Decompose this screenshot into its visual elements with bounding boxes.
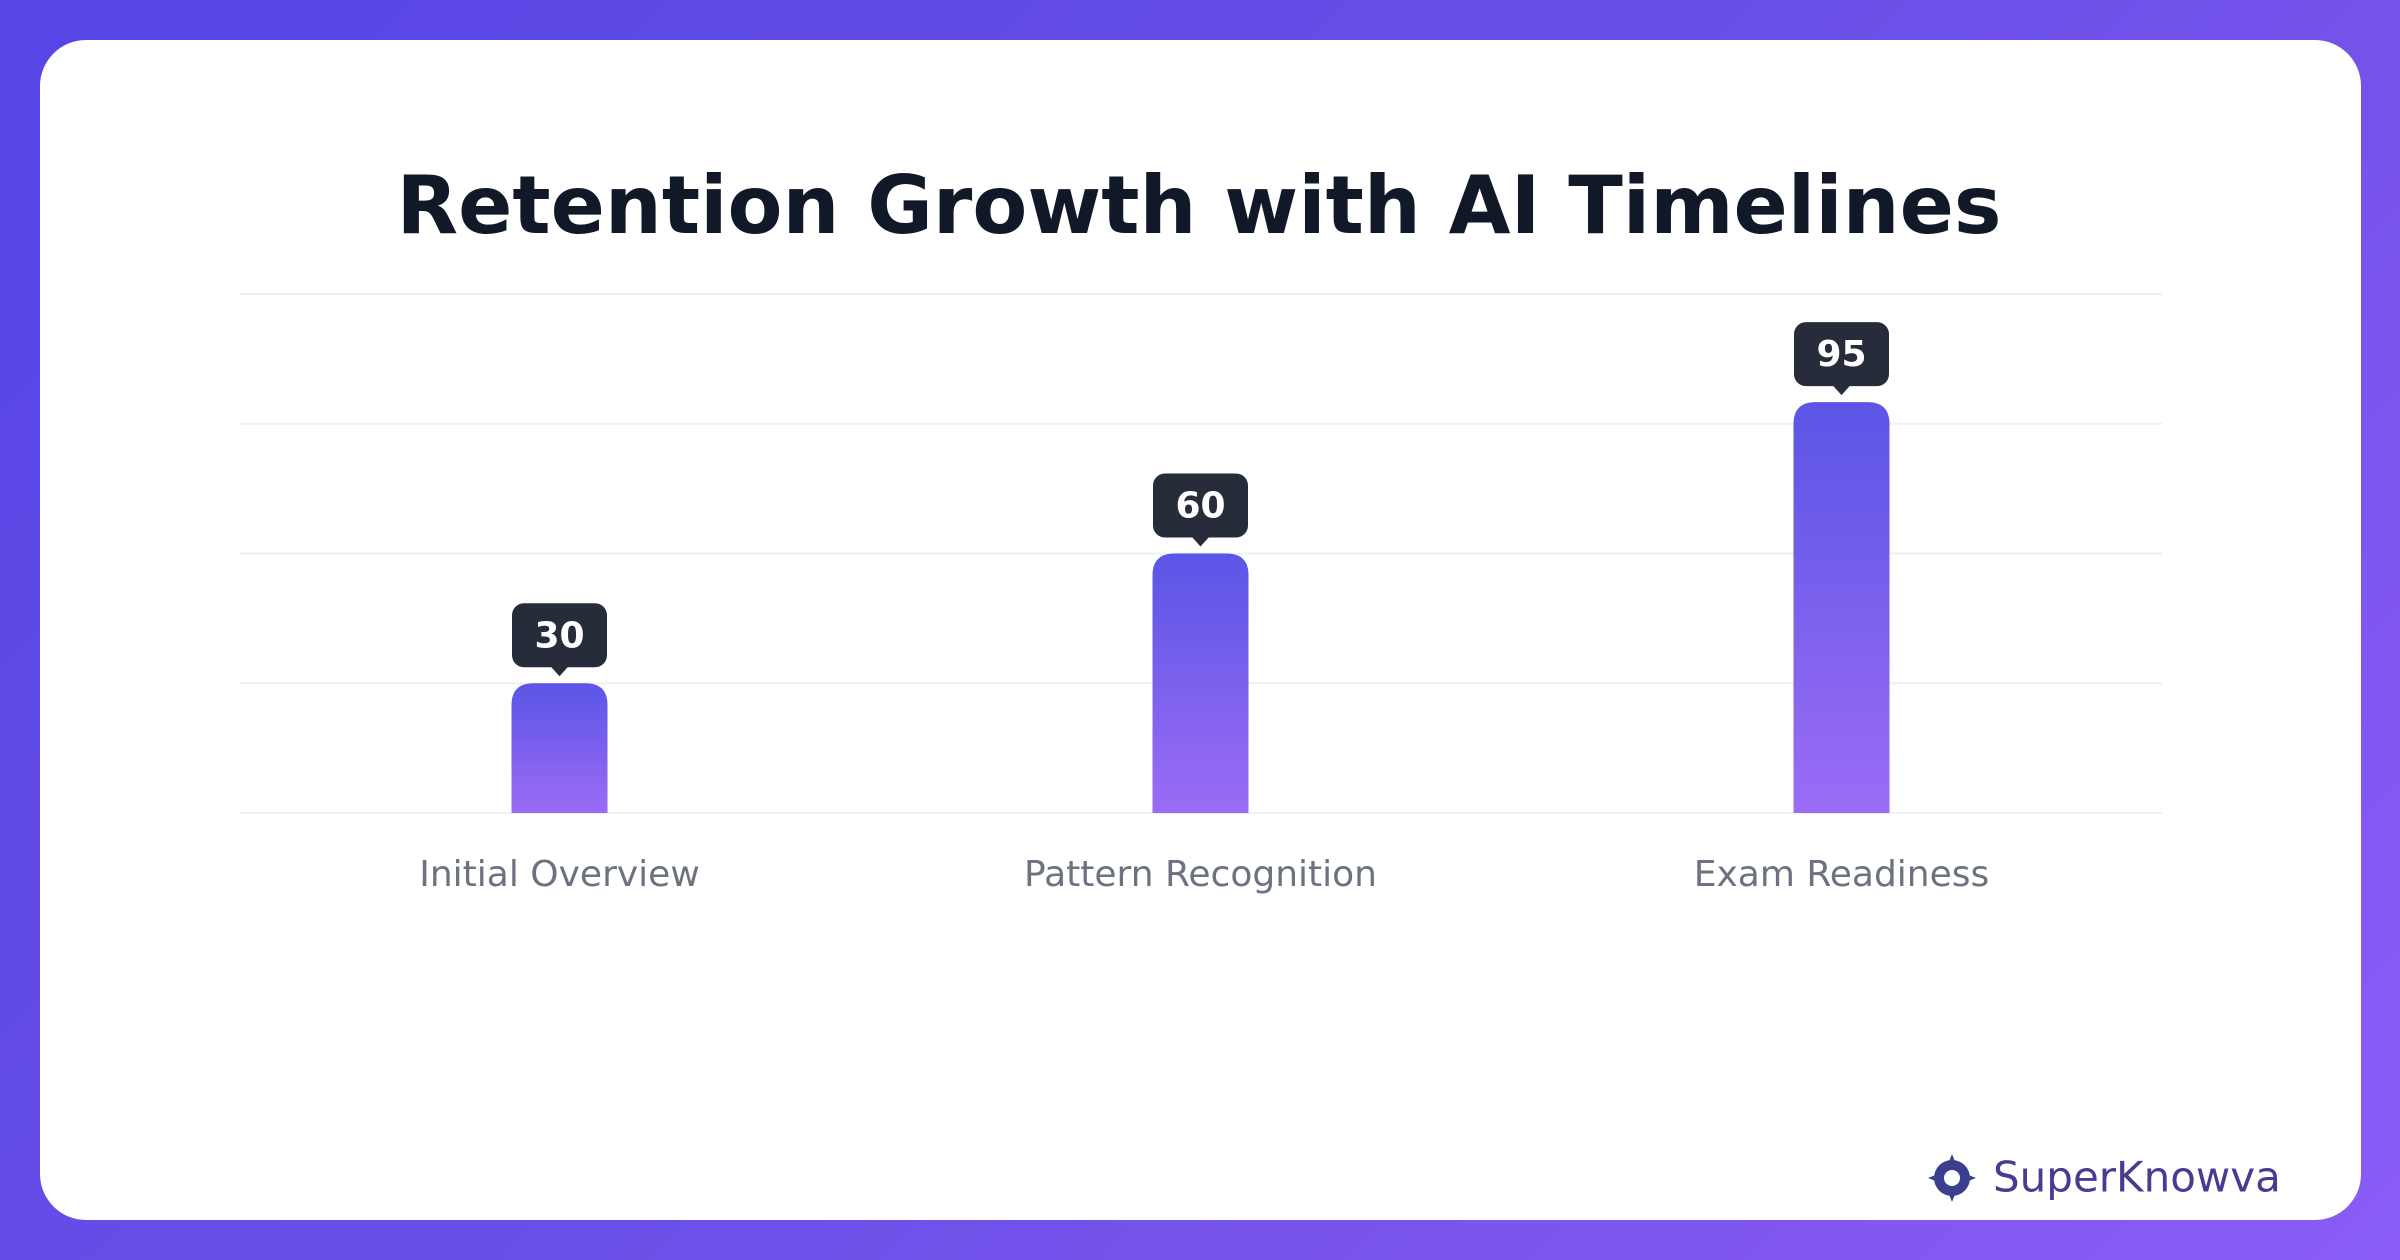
value-label: 60: [1175, 486, 1225, 527]
value-label-pointer: [1191, 536, 1210, 547]
x-tick-label: Exam Readiness: [1694, 854, 1990, 895]
x-tick-label: Pattern Recognition: [1024, 854, 1377, 895]
value-label-pointer: [1832, 385, 1851, 396]
value-label-box: [1153, 473, 1248, 538]
chart-title: Retention Growth with AI Timelines: [397, 159, 2002, 252]
bar: [511, 683, 608, 813]
value-label: 95: [1816, 334, 1866, 375]
value-label-box: [1794, 322, 1889, 387]
brand-name: SuperKnowva: [1993, 1153, 2281, 1202]
x-tick-label: Initial Overview: [419, 854, 700, 895]
bar: [1152, 553, 1249, 813]
value-label-pointer: [550, 666, 569, 677]
brand-logo: [1928, 1154, 1976, 1202]
value-label-box: [512, 603, 607, 668]
value-label: 30: [534, 615, 584, 656]
bar: [1793, 402, 1890, 813]
